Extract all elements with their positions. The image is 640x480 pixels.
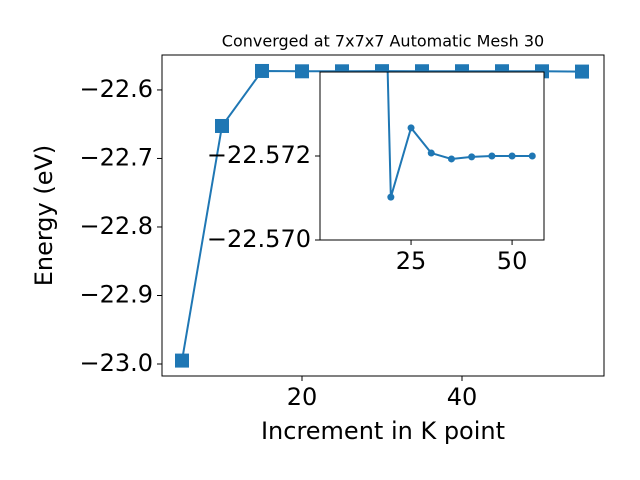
marker	[387, 193, 395, 201]
marker	[255, 63, 269, 78]
y-tick-label: −22.572	[207, 141, 311, 169]
plot	[386, 72, 536, 201]
x-tick-label: 25	[396, 247, 427, 275]
marker	[575, 64, 589, 79]
x-tick-label: 20	[287, 383, 318, 411]
marker	[528, 152, 536, 160]
marker	[508, 152, 516, 160]
marker	[215, 118, 229, 133]
y-tick-label: −22.9	[79, 280, 153, 308]
y-tick-label: −22.8	[79, 212, 153, 240]
y-tick-label: −22.6	[79, 75, 153, 103]
y-tick-label: −22.7	[79, 143, 153, 171]
marker	[295, 64, 309, 79]
x-axis-label: Increment in K point	[261, 417, 505, 445]
y-axis-label: Energy (eV)	[30, 145, 58, 287]
axes: 25 50 −22.572 −22.570	[207, 71, 545, 275]
axes-frame	[161, 54, 605, 377]
marker	[447, 155, 455, 163]
marker	[407, 124, 415, 132]
x-tick-label: 50	[497, 247, 528, 275]
chart-title: Converged at 7x7x7 Automatic Mesh 30	[222, 32, 544, 51]
marker	[468, 153, 476, 161]
marker	[427, 149, 435, 157]
plot	[175, 63, 589, 368]
marker	[488, 152, 496, 160]
x-tick-label: 40	[447, 383, 478, 411]
y-tick-label: −22.570	[207, 225, 311, 253]
marker	[175, 353, 189, 368]
y-tick-label: −23.0	[79, 349, 153, 377]
